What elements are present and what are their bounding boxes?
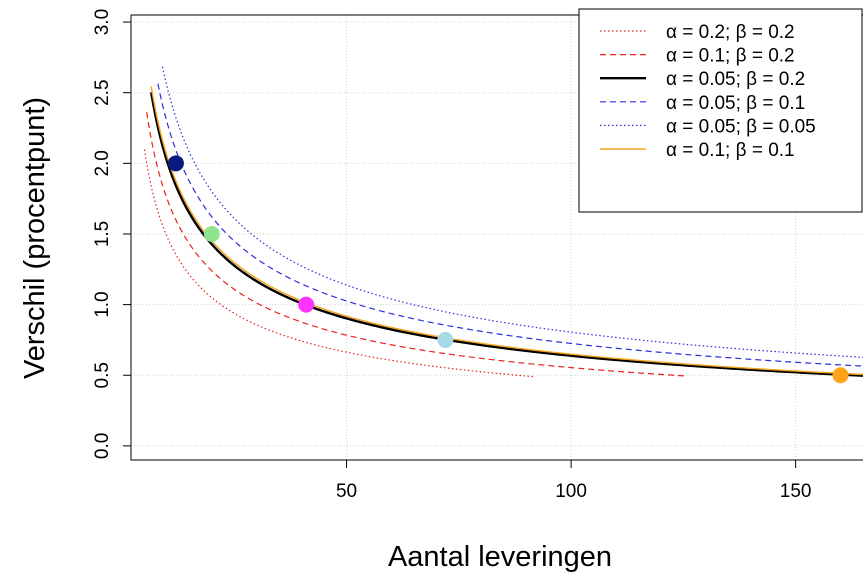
highlight-point-5 <box>832 367 849 384</box>
legend: α = 0.2; β = 0.2α = 0.1; β = 0.2α = 0.05… <box>578 8 863 213</box>
series-line-4 <box>157 83 863 367</box>
legend-label-2: α = 0.1; β = 0.2 <box>666 46 795 67</box>
highlight-points <box>167 155 849 384</box>
series-line-2 <box>146 112 688 377</box>
highlight-point-2 <box>203 225 220 242</box>
x-tick-label: 50 <box>336 481 357 502</box>
x-tick-label: 150 <box>780 481 812 502</box>
highlight-point-1 <box>167 155 184 172</box>
legend-label-6: α = 0.1; β = 0.1 <box>666 140 795 161</box>
highlight-point-3 <box>298 296 315 313</box>
x-tick-label: 100 <box>555 481 587 502</box>
plot-frame <box>130 14 863 461</box>
legend-box <box>578 8 863 213</box>
highlight-point-4 <box>437 331 454 348</box>
y-tick-label: 1.0 <box>92 291 113 317</box>
series-line-1 <box>143 149 533 378</box>
x-axis-title: Aantal leveringen <box>388 541 612 573</box>
series-line-5 <box>161 66 863 358</box>
y-tick-label: 3.0 <box>92 9 113 35</box>
y-tick-label: 0.0 <box>92 433 113 459</box>
legend-label-4: α = 0.05; β = 0.1 <box>666 93 805 114</box>
axes: 50 100 150 0.0 0.5 1.0 1.5 2.0 2.5 3.0 <box>92 9 863 502</box>
y-tick-label: 0.5 <box>92 362 113 388</box>
legend-label-3: α = 0.05; β = 0.2 <box>666 69 805 90</box>
legend-label-5: α = 0.05; β = 0.05 <box>666 116 816 137</box>
y-tick-label: 2.0 <box>92 150 113 176</box>
legend-label-1: α = 0.2; β = 0.2 <box>666 22 795 43</box>
y-axis-title: Verschil (procentpunt) <box>19 97 51 379</box>
y-tick-label: 1.5 <box>92 221 113 247</box>
y-tick-label: 2.5 <box>92 79 113 105</box>
